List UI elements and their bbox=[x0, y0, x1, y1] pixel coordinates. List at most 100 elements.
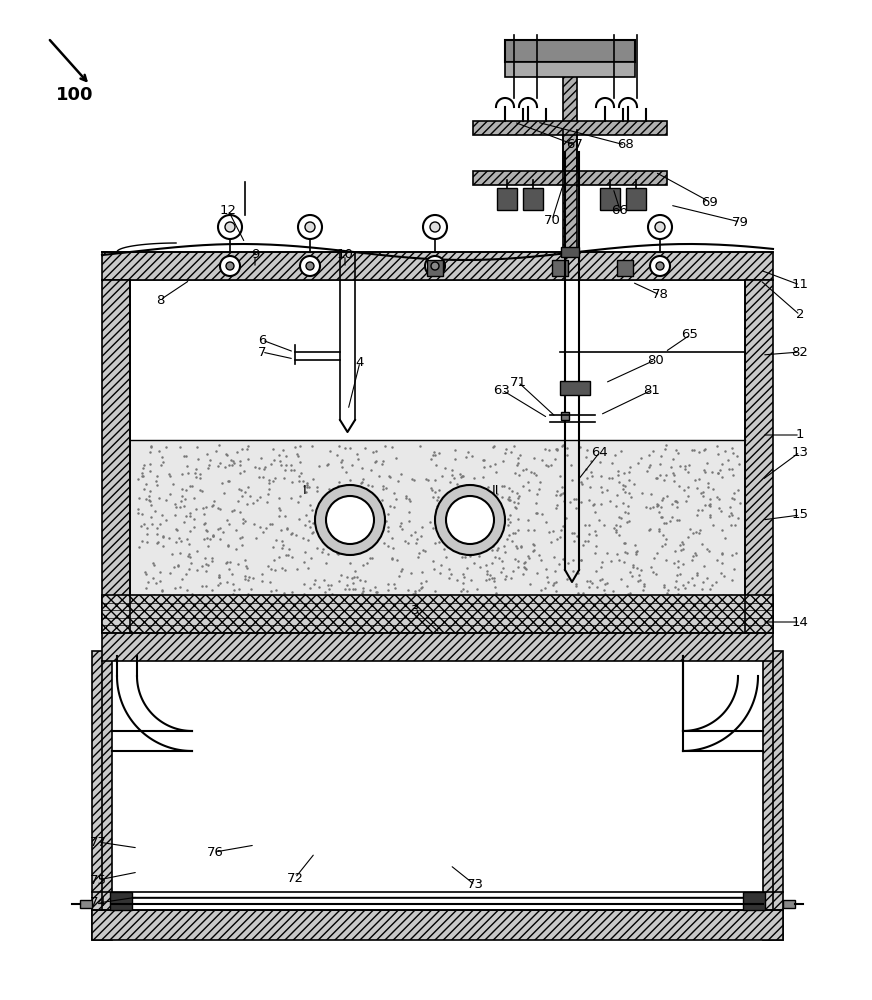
Point bbox=[613, 518, 627, 534]
Point bbox=[549, 487, 563, 503]
Point bbox=[521, 474, 535, 490]
Point bbox=[263, 574, 277, 590]
Point bbox=[508, 551, 521, 567]
Point bbox=[610, 524, 623, 540]
Point bbox=[290, 494, 304, 510]
Point bbox=[448, 442, 462, 458]
Circle shape bbox=[446, 496, 494, 544]
Point bbox=[535, 506, 548, 522]
Point bbox=[489, 464, 503, 480]
Point bbox=[673, 566, 687, 582]
Point bbox=[215, 524, 229, 540]
Point bbox=[464, 572, 478, 588]
Point bbox=[671, 478, 685, 494]
Point bbox=[173, 439, 187, 455]
Point bbox=[241, 479, 255, 495]
Point bbox=[625, 559, 639, 575]
Point bbox=[426, 561, 440, 577]
Point bbox=[228, 522, 242, 538]
Point bbox=[213, 569, 227, 585]
Point bbox=[344, 517, 358, 533]
Point bbox=[226, 453, 240, 469]
Point bbox=[360, 555, 374, 571]
Point bbox=[555, 479, 569, 495]
Point bbox=[302, 532, 316, 548]
Point bbox=[189, 469, 203, 485]
Point bbox=[238, 552, 252, 568]
Point bbox=[617, 554, 630, 570]
Point bbox=[618, 478, 632, 494]
Point bbox=[549, 583, 563, 599]
Point bbox=[438, 541, 452, 557]
Point bbox=[427, 444, 441, 460]
Point bbox=[179, 482, 193, 498]
Point bbox=[201, 557, 215, 573]
Point bbox=[195, 578, 209, 594]
Point bbox=[206, 582, 220, 598]
Point bbox=[174, 545, 187, 561]
Point bbox=[155, 507, 169, 523]
Point bbox=[221, 447, 235, 463]
Point bbox=[372, 468, 386, 484]
Point bbox=[630, 546, 644, 562]
Point bbox=[486, 538, 500, 554]
Point bbox=[592, 512, 606, 528]
Point bbox=[689, 524, 703, 540]
Point bbox=[483, 567, 497, 583]
Point bbox=[642, 447, 656, 463]
Point bbox=[424, 451, 438, 467]
Point bbox=[428, 447, 442, 463]
Point bbox=[150, 526, 164, 542]
Bar bbox=[626, 188, 646, 210]
Point bbox=[408, 585, 422, 601]
Point bbox=[598, 586, 612, 602]
Point bbox=[356, 583, 370, 599]
Point bbox=[327, 493, 341, 509]
Point bbox=[495, 553, 509, 569]
Bar bbox=[92, 651, 112, 940]
Point bbox=[462, 590, 476, 606]
Point bbox=[508, 465, 521, 481]
Point bbox=[712, 491, 726, 507]
Point bbox=[703, 507, 717, 523]
Point bbox=[497, 478, 511, 494]
Point bbox=[337, 479, 351, 495]
Point bbox=[691, 502, 705, 518]
Point bbox=[587, 496, 601, 512]
Point bbox=[339, 522, 353, 538]
Point bbox=[214, 520, 228, 536]
Point bbox=[349, 563, 363, 579]
Point bbox=[623, 459, 637, 475]
Point bbox=[568, 533, 582, 549]
Point bbox=[131, 501, 145, 517]
Point bbox=[371, 584, 385, 600]
Point bbox=[284, 526, 298, 542]
Point bbox=[225, 503, 239, 519]
Point bbox=[330, 447, 344, 463]
Point bbox=[337, 525, 351, 541]
Point bbox=[267, 452, 281, 468]
Point bbox=[352, 495, 366, 511]
Point bbox=[181, 561, 195, 577]
Point bbox=[368, 454, 382, 470]
Point bbox=[306, 471, 320, 487]
Point bbox=[589, 523, 603, 539]
Point bbox=[460, 485, 474, 501]
Point bbox=[725, 490, 739, 506]
Point bbox=[285, 525, 299, 541]
Point bbox=[168, 496, 182, 512]
Point bbox=[597, 582, 611, 598]
Point bbox=[298, 484, 312, 500]
Point bbox=[671, 581, 685, 597]
Point bbox=[651, 504, 665, 520]
Point bbox=[486, 522, 500, 538]
Point bbox=[546, 523, 560, 539]
Point bbox=[719, 530, 732, 546]
Point bbox=[439, 521, 453, 537]
Point bbox=[512, 488, 526, 504]
Point bbox=[617, 481, 630, 497]
Point bbox=[281, 520, 295, 536]
Point bbox=[635, 450, 649, 466]
Point bbox=[490, 542, 504, 558]
Point bbox=[630, 560, 644, 576]
